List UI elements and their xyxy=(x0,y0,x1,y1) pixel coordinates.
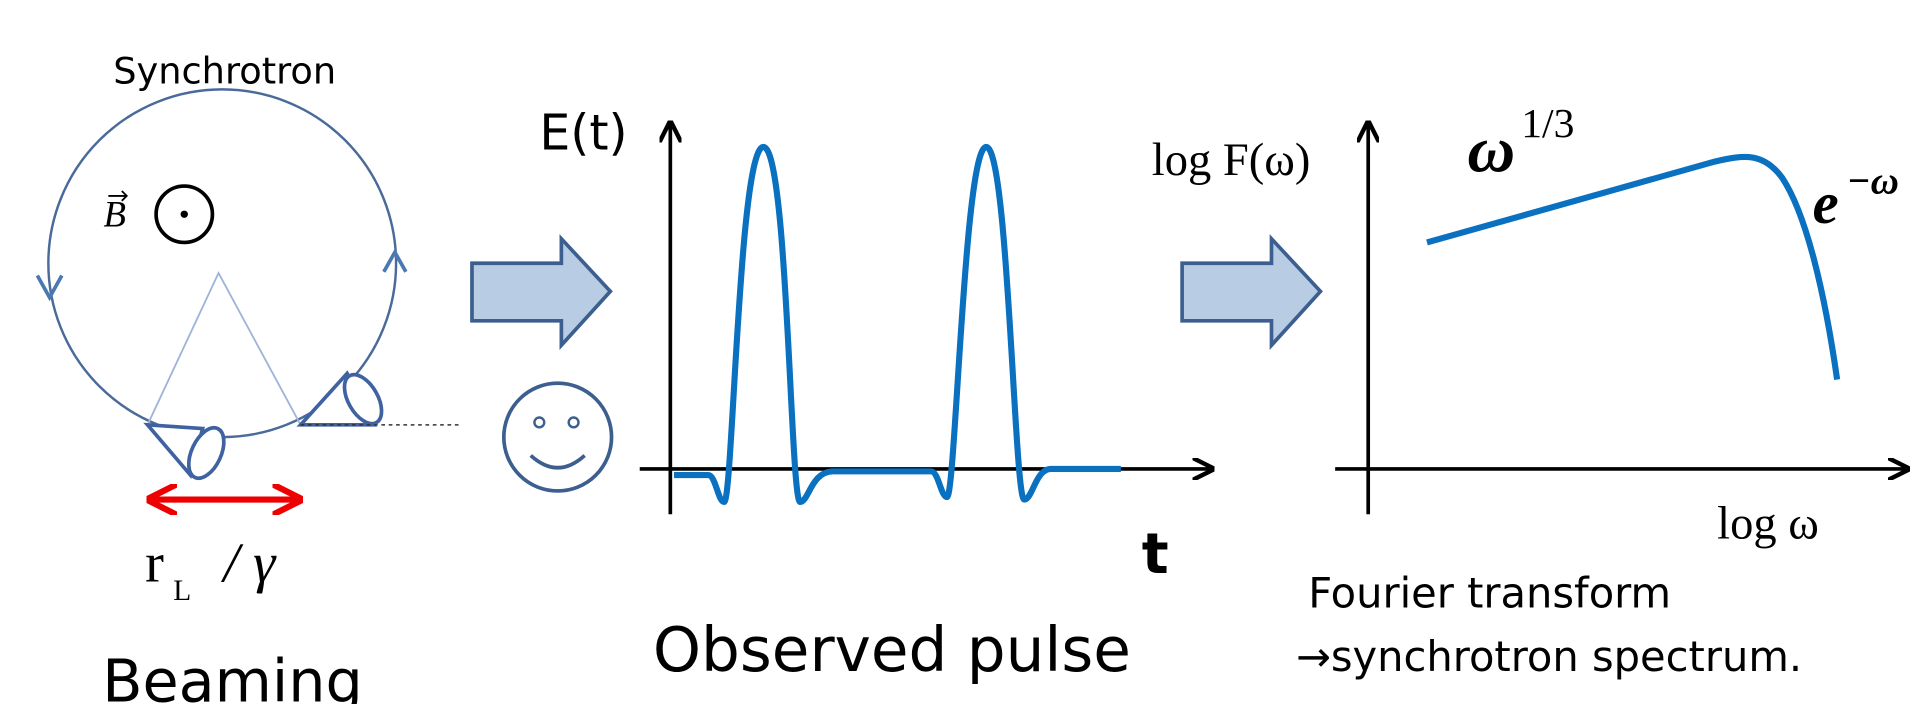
pulse-caption: Observed pulse xyxy=(653,615,1131,686)
width-sub: L xyxy=(173,575,191,607)
beaming-panel: Synchrotron B r L / γ Beaming xyxy=(35,49,460,704)
cone-end xyxy=(186,425,226,481)
high-base: e xyxy=(1813,171,1839,236)
width-rest: / γ xyxy=(220,533,277,595)
field-label: B xyxy=(103,194,125,235)
high-exp: −ω xyxy=(1847,159,1899,202)
y-axis-label: E(t) xyxy=(539,104,627,161)
pulse-curve xyxy=(674,143,1121,506)
spectrum-panel: log F(ω) ω 1/3 e −ω log ω Fourier transf… xyxy=(1152,101,1906,681)
face xyxy=(501,381,614,493)
beam-triangle xyxy=(146,270,302,426)
observer xyxy=(501,381,614,493)
field-symbol xyxy=(154,184,215,245)
orbit-arrow xyxy=(35,274,64,302)
low-exp: 1/3 xyxy=(1521,101,1574,147)
eye xyxy=(567,416,580,429)
orbit-arrow xyxy=(382,248,408,273)
flow-arrow xyxy=(470,234,613,351)
cone-end xyxy=(342,372,384,426)
x-axis-label: t xyxy=(1142,522,1169,587)
caption-line: Fourier transform xyxy=(1308,568,1671,617)
y-axis-label: log F(ω) xyxy=(1152,135,1311,186)
low-base: ω xyxy=(1467,113,1515,186)
flow-arrow xyxy=(1180,234,1323,351)
field-dot xyxy=(180,210,188,218)
spectrum-curve xyxy=(1426,153,1841,380)
caption-line: →synchrotron spectrum. xyxy=(1296,632,1802,681)
smile xyxy=(529,454,586,470)
vector-arrow xyxy=(108,190,129,202)
width-base: r xyxy=(145,533,164,595)
synchrotron-label: Synchrotron xyxy=(113,49,336,92)
pulse-panel: E(t) t Observed pulse xyxy=(539,104,1210,686)
beaming-caption: Beaming xyxy=(102,647,363,704)
x-axis-label: log ω xyxy=(1717,499,1819,550)
eye xyxy=(533,416,546,429)
